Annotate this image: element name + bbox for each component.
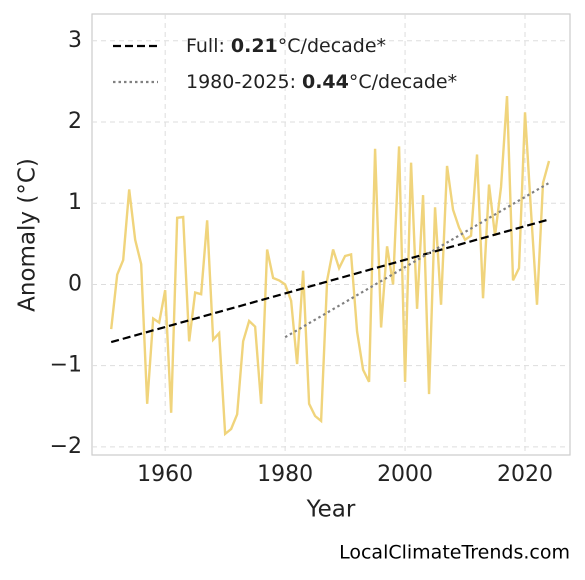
legend-rate: 0.21 <box>231 35 278 57</box>
legend-name: 1980-2025: <box>186 71 296 93</box>
legend-rate: 0.44 <box>302 71 349 93</box>
trend-line <box>110 218 550 344</box>
y-tick-label: 0 <box>68 271 82 296</box>
legend-unit: °C/decade* <box>349 71 457 93</box>
x-tick-label: 2020 <box>497 462 553 487</box>
y-tick-label: 2 <box>68 109 82 134</box>
x-axis-label: Year <box>306 497 356 523</box>
y-tick-label: 3 <box>68 28 82 53</box>
plot-frame <box>91 13 571 456</box>
y-tick-label: 1 <box>68 190 82 215</box>
trend-line <box>284 181 550 339</box>
y-tick-label: −1 <box>50 353 82 378</box>
y-tick-label: −2 <box>50 434 82 459</box>
source: LocalClimateTrends.com <box>339 542 570 564</box>
x-tick-label: 1960 <box>137 462 193 487</box>
legend-label: Full: 0.21°C/decade* <box>186 35 386 57</box>
legend-unit: °C/decade* <box>278 35 386 57</box>
y-axis-label: Anomaly (°C) <box>15 158 41 312</box>
legend-label: 1980-2025: 0.44°C/decade* <box>186 71 457 93</box>
x-tick-label: 1980 <box>257 462 313 487</box>
legend-name: Full: <box>186 35 225 57</box>
x-tick-label: 2000 <box>377 462 433 487</box>
data-line <box>109 95 551 437</box>
